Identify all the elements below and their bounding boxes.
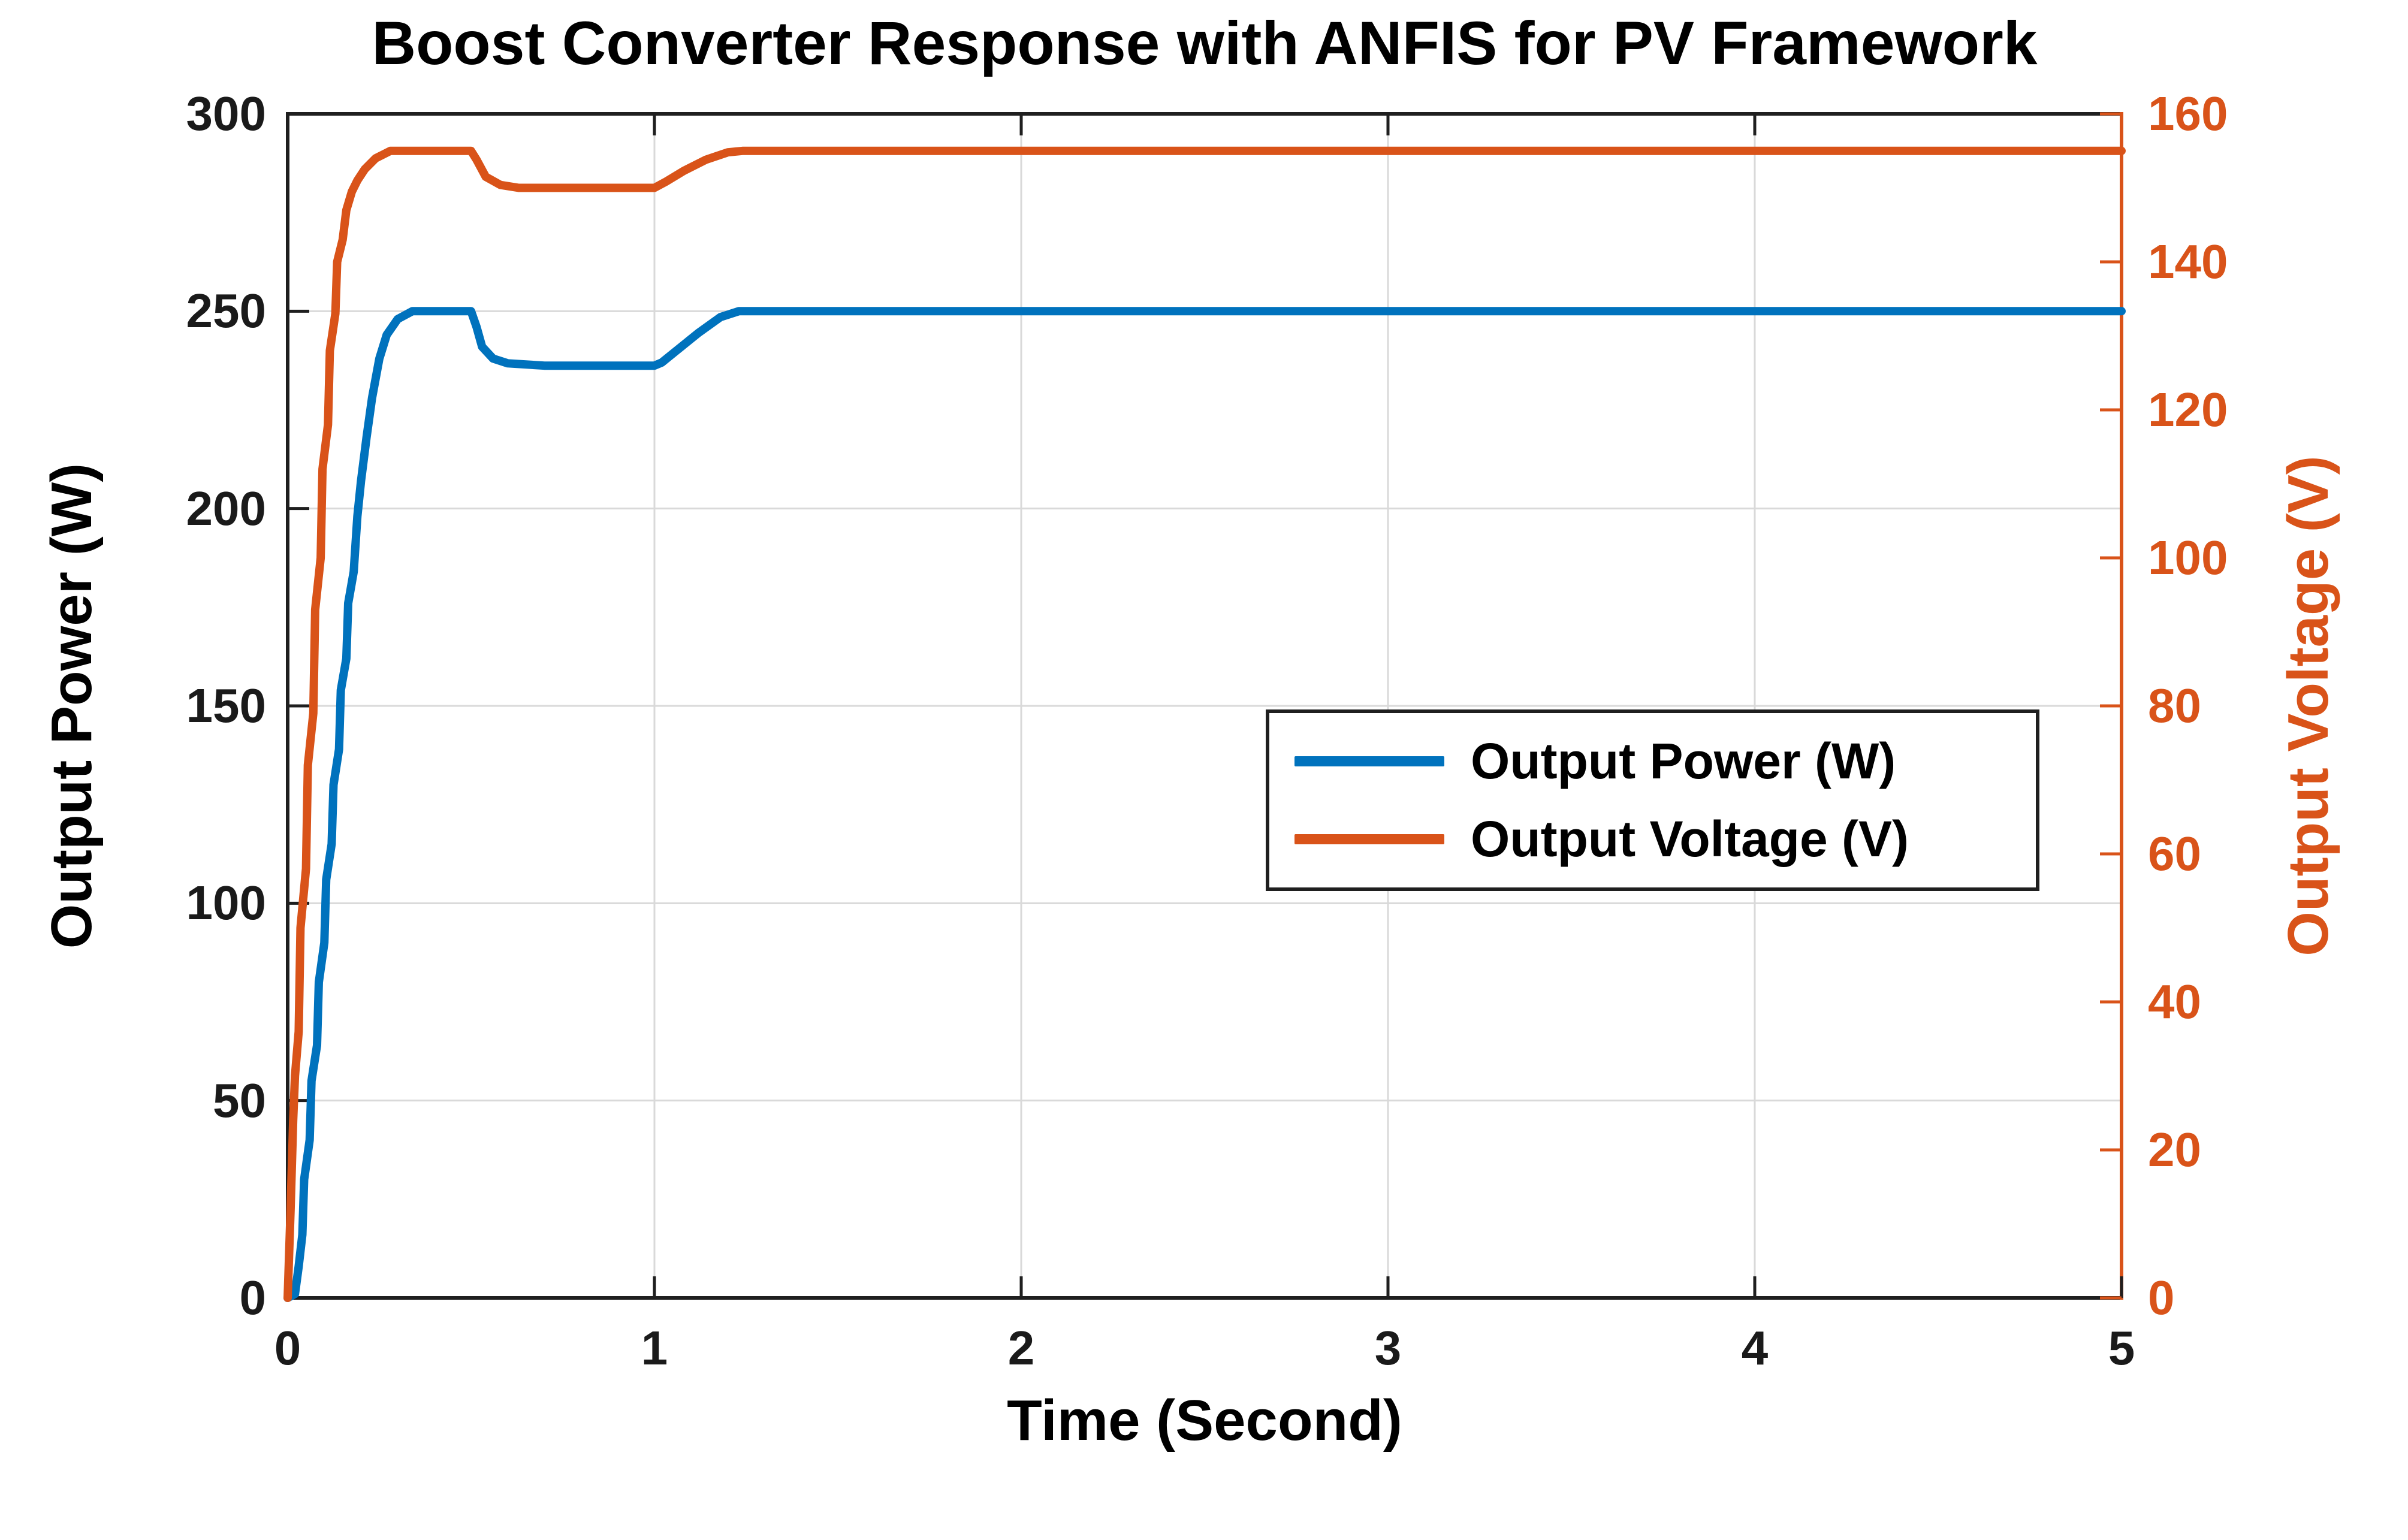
x-tick-label: 5 (2108, 1321, 2135, 1375)
legend-power-line-sample (1294, 756, 1444, 767)
legend-power-label: Output Power (W) (1471, 733, 1896, 790)
legend-entry-voltage: Output Voltage (V) (1294, 810, 2036, 868)
x-tick-label: 0 (274, 1321, 301, 1375)
legend-entry-power: Output Power (W) (1294, 732, 2036, 790)
series-line-power (283, 307, 2126, 1302)
x-axis-label: Time (Second) (1007, 1388, 1402, 1453)
y-left-tick-label: 0 (239, 1271, 267, 1324)
x-tick-label: 4 (1741, 1321, 1769, 1375)
y-right-tick-label: 80 (2148, 679, 2201, 732)
y-right-tick-label: 60 (2148, 827, 2201, 880)
y-right-tick-label: 160 (2148, 87, 2228, 140)
legend-voltage-line-sample (1294, 834, 1444, 844)
y-left-tick-label: 200 (186, 481, 266, 535)
y-left-tick-label: 100 (186, 876, 266, 930)
y-left-tick-label: 150 (186, 679, 266, 732)
y-right-tick-label: 140 (2148, 235, 2228, 288)
legend: Output Power (W) Output Voltage (V) (1266, 709, 2039, 891)
y-right-tick-label: 0 (2148, 1271, 2175, 1324)
chart-title: Boost Converter Response with ANFIS for … (372, 9, 2038, 77)
y-right-tick-label: 40 (2148, 975, 2201, 1028)
x-tick-label: 2 (1007, 1321, 1035, 1375)
x-tick-label: 1 (641, 1321, 668, 1375)
y-right-axis-label: Output Voltage (V) (2276, 455, 2340, 956)
y-left-tick-label: 250 (186, 284, 266, 338)
legend-voltage-label: Output Voltage (V) (1471, 810, 1909, 867)
y-left-axis-label: Output Power (W) (40, 463, 104, 949)
y-left-tick-label: 300 (186, 87, 266, 140)
series-line-voltage (283, 146, 2126, 1302)
y-right-tick-label: 20 (2148, 1123, 2201, 1176)
y-right-tick-label: 100 (2148, 531, 2228, 584)
y-right-tick-label: 120 (2148, 383, 2228, 436)
x-tick-label: 3 (1374, 1321, 1402, 1375)
y-left-tick-label: 50 (213, 1073, 266, 1127)
